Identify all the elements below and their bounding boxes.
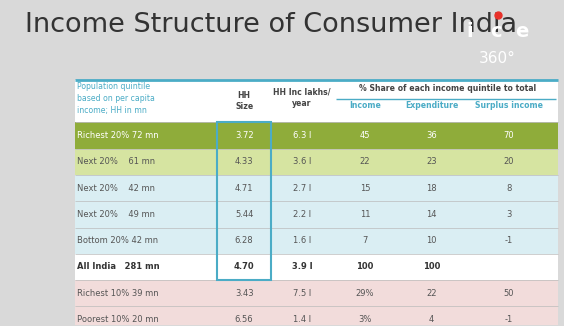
Bar: [75, 122, 558, 149]
Text: % Share of each income quintile to total: % Share of each income quintile to total: [359, 84, 536, 93]
Text: 4.71: 4.71: [235, 184, 253, 193]
Text: 29%: 29%: [356, 289, 374, 298]
Text: i: i: [466, 22, 473, 41]
Text: -1: -1: [505, 236, 513, 245]
Text: 2.2 l: 2.2 l: [293, 210, 311, 219]
Text: e: e: [515, 22, 529, 41]
Text: 50: 50: [504, 289, 514, 298]
Text: HH
Size: HH Size: [235, 91, 253, 111]
Bar: [75, 149, 558, 175]
Text: -1: -1: [505, 315, 513, 324]
Bar: [75, 306, 558, 326]
Text: 4: 4: [429, 315, 434, 324]
Text: Richest 10% 39 mn: Richest 10% 39 mn: [77, 289, 158, 298]
Text: 36: 36: [426, 131, 437, 140]
Text: Bottom 20% 42 mn: Bottom 20% 42 mn: [77, 236, 158, 245]
Text: 6.56: 6.56: [235, 315, 253, 324]
Text: 3.72: 3.72: [235, 131, 253, 140]
Text: 45: 45: [360, 131, 370, 140]
Text: 22: 22: [426, 289, 437, 298]
Text: 11: 11: [360, 210, 370, 219]
Text: 22: 22: [360, 157, 370, 166]
Text: 20: 20: [504, 157, 514, 166]
Text: 18: 18: [426, 184, 437, 193]
Text: 14: 14: [426, 210, 437, 219]
Text: 3.6 l: 3.6 l: [293, 157, 311, 166]
Text: 1.4 l: 1.4 l: [293, 315, 311, 324]
Text: HH Inc lakhs/
year: HH Inc lakhs/ year: [274, 87, 331, 108]
Bar: [75, 80, 558, 326]
Text: 23: 23: [426, 157, 437, 166]
Text: 8: 8: [506, 184, 512, 193]
Bar: [75, 201, 558, 228]
Bar: [217, 122, 271, 280]
Text: 360°: 360°: [479, 51, 516, 66]
Text: Next 20%    42 mn: Next 20% 42 mn: [77, 184, 155, 193]
Text: 10: 10: [426, 236, 437, 245]
Text: 70: 70: [504, 131, 514, 140]
Text: Richest 20% 72 mn: Richest 20% 72 mn: [77, 131, 158, 140]
Text: 1.6 l: 1.6 l: [293, 236, 311, 245]
Text: 5.44: 5.44: [235, 210, 253, 219]
Text: Expenditure: Expenditure: [405, 101, 458, 110]
Text: 3.43: 3.43: [235, 289, 253, 298]
Text: 3%: 3%: [358, 315, 372, 324]
Text: Income: Income: [349, 101, 381, 110]
Text: 7: 7: [362, 236, 368, 245]
Text: Next 20%    49 mn: Next 20% 49 mn: [77, 210, 155, 219]
Bar: [75, 228, 558, 254]
Text: 15: 15: [360, 184, 370, 193]
Text: Next 20%    61 mn: Next 20% 61 mn: [77, 157, 155, 166]
Text: 100: 100: [356, 262, 374, 272]
Text: 100: 100: [423, 262, 440, 272]
Text: 6.28: 6.28: [235, 236, 253, 245]
Bar: [75, 280, 558, 306]
Text: Surplus income: Surplus income: [475, 101, 543, 110]
Text: Population quintile
based on per capita
income; HH in mn: Population quintile based on per capita …: [77, 82, 155, 115]
Bar: [75, 254, 558, 280]
Text: 6.3 l: 6.3 l: [293, 131, 311, 140]
Text: 3: 3: [506, 210, 512, 219]
Text: 4.70: 4.70: [234, 262, 254, 272]
Text: 4.33: 4.33: [235, 157, 253, 166]
Text: All India   281 mn: All India 281 mn: [77, 262, 160, 272]
Text: Income Structure of Consumer India: Income Structure of Consumer India: [25, 12, 517, 38]
Text: c: c: [490, 22, 501, 41]
Text: Poorest 10% 20 mn: Poorest 10% 20 mn: [77, 315, 158, 324]
Text: 3.9 l: 3.9 l: [292, 262, 312, 272]
Bar: [75, 175, 558, 201]
Text: 7.5 l: 7.5 l: [293, 289, 311, 298]
Text: 2.7 l: 2.7 l: [293, 184, 311, 193]
